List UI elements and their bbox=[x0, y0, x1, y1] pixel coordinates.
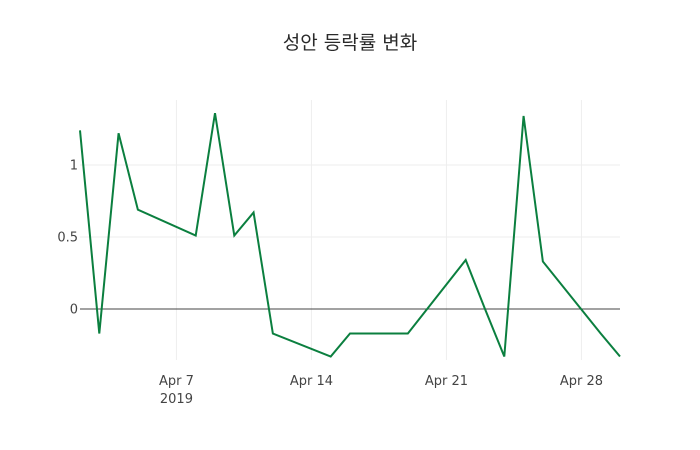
y-tick-label: 0 bbox=[70, 303, 78, 318]
x-tick-label: Apr 28 bbox=[560, 374, 603, 389]
x-tick-label: Apr 21 bbox=[425, 374, 468, 389]
y-tick-label: 0.5 bbox=[57, 230, 78, 245]
x-tick-label: Apr 14 bbox=[290, 374, 333, 389]
series-line[interactable] bbox=[79, 112, 621, 358]
plot-area bbox=[79, 100, 621, 360]
x-axis: Apr 7 2019 Apr 14 Apr 21 Apr 28 bbox=[159, 374, 603, 407]
x-gridlines bbox=[175, 100, 582, 360]
y-axis: 00.51 bbox=[57, 158, 78, 317]
x-tick-label: Apr 7 bbox=[159, 374, 194, 389]
y-tick-label: 1 bbox=[70, 158, 78, 173]
chart-title: 성안 등락률 변화 bbox=[283, 32, 417, 54]
x-tick-year-label: 2019 bbox=[160, 392, 193, 407]
